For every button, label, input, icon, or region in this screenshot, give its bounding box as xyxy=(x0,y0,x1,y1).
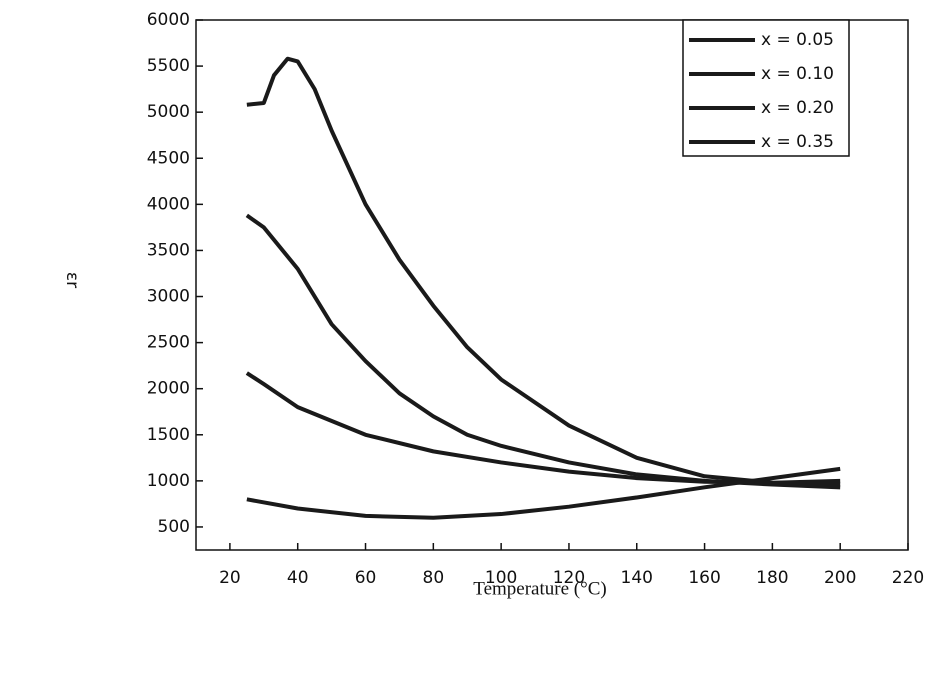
y-tick-label: 3000 xyxy=(147,287,190,307)
series-line xyxy=(245,213,841,490)
y-axis-label: εr xyxy=(62,272,82,288)
plot-frame xyxy=(195,19,909,551)
x-tick-label: 120 xyxy=(553,568,585,588)
y-tick-label: 5500 xyxy=(147,56,190,76)
x-tick-label: 40 xyxy=(287,568,309,588)
x-tick-label: 180 xyxy=(756,568,788,588)
legend-label: x = 0.05 xyxy=(761,30,834,50)
series-line xyxy=(245,371,841,485)
y-tick-label: 2500 xyxy=(147,333,190,353)
x-tick-label: 200 xyxy=(824,568,856,588)
x-tick-label: 220 xyxy=(892,568,924,588)
y-tick-label: 4000 xyxy=(147,194,190,214)
y-tick-label: 2000 xyxy=(147,379,190,399)
y-tick-label: 5000 xyxy=(147,102,190,122)
x-tick-label: 160 xyxy=(688,568,720,588)
y-tick-label: 500 xyxy=(158,517,190,537)
legend-label: x = 0.20 xyxy=(761,98,834,118)
y-tick-label: 1000 xyxy=(147,471,190,491)
legend-label: x = 0.35 xyxy=(761,132,834,152)
y-tick-label: 3500 xyxy=(147,240,190,260)
x-tick-label: 60 xyxy=(355,568,377,588)
x-axis-label: Temperature (°C) xyxy=(473,578,606,599)
x-tick-label: 100 xyxy=(485,568,517,588)
y-tick-label: 4500 xyxy=(147,148,190,168)
y-tick-label: 1500 xyxy=(147,425,190,445)
series-line xyxy=(246,56,841,487)
x-tick-label: 80 xyxy=(423,568,445,588)
series-line xyxy=(246,466,841,520)
legend-label: x = 0.10 xyxy=(761,64,834,84)
y-tick-label: 6000 xyxy=(147,10,190,30)
x-tick-label: 20 xyxy=(219,568,241,588)
x-tick-label: 140 xyxy=(621,568,653,588)
legend-box xyxy=(682,19,850,157)
